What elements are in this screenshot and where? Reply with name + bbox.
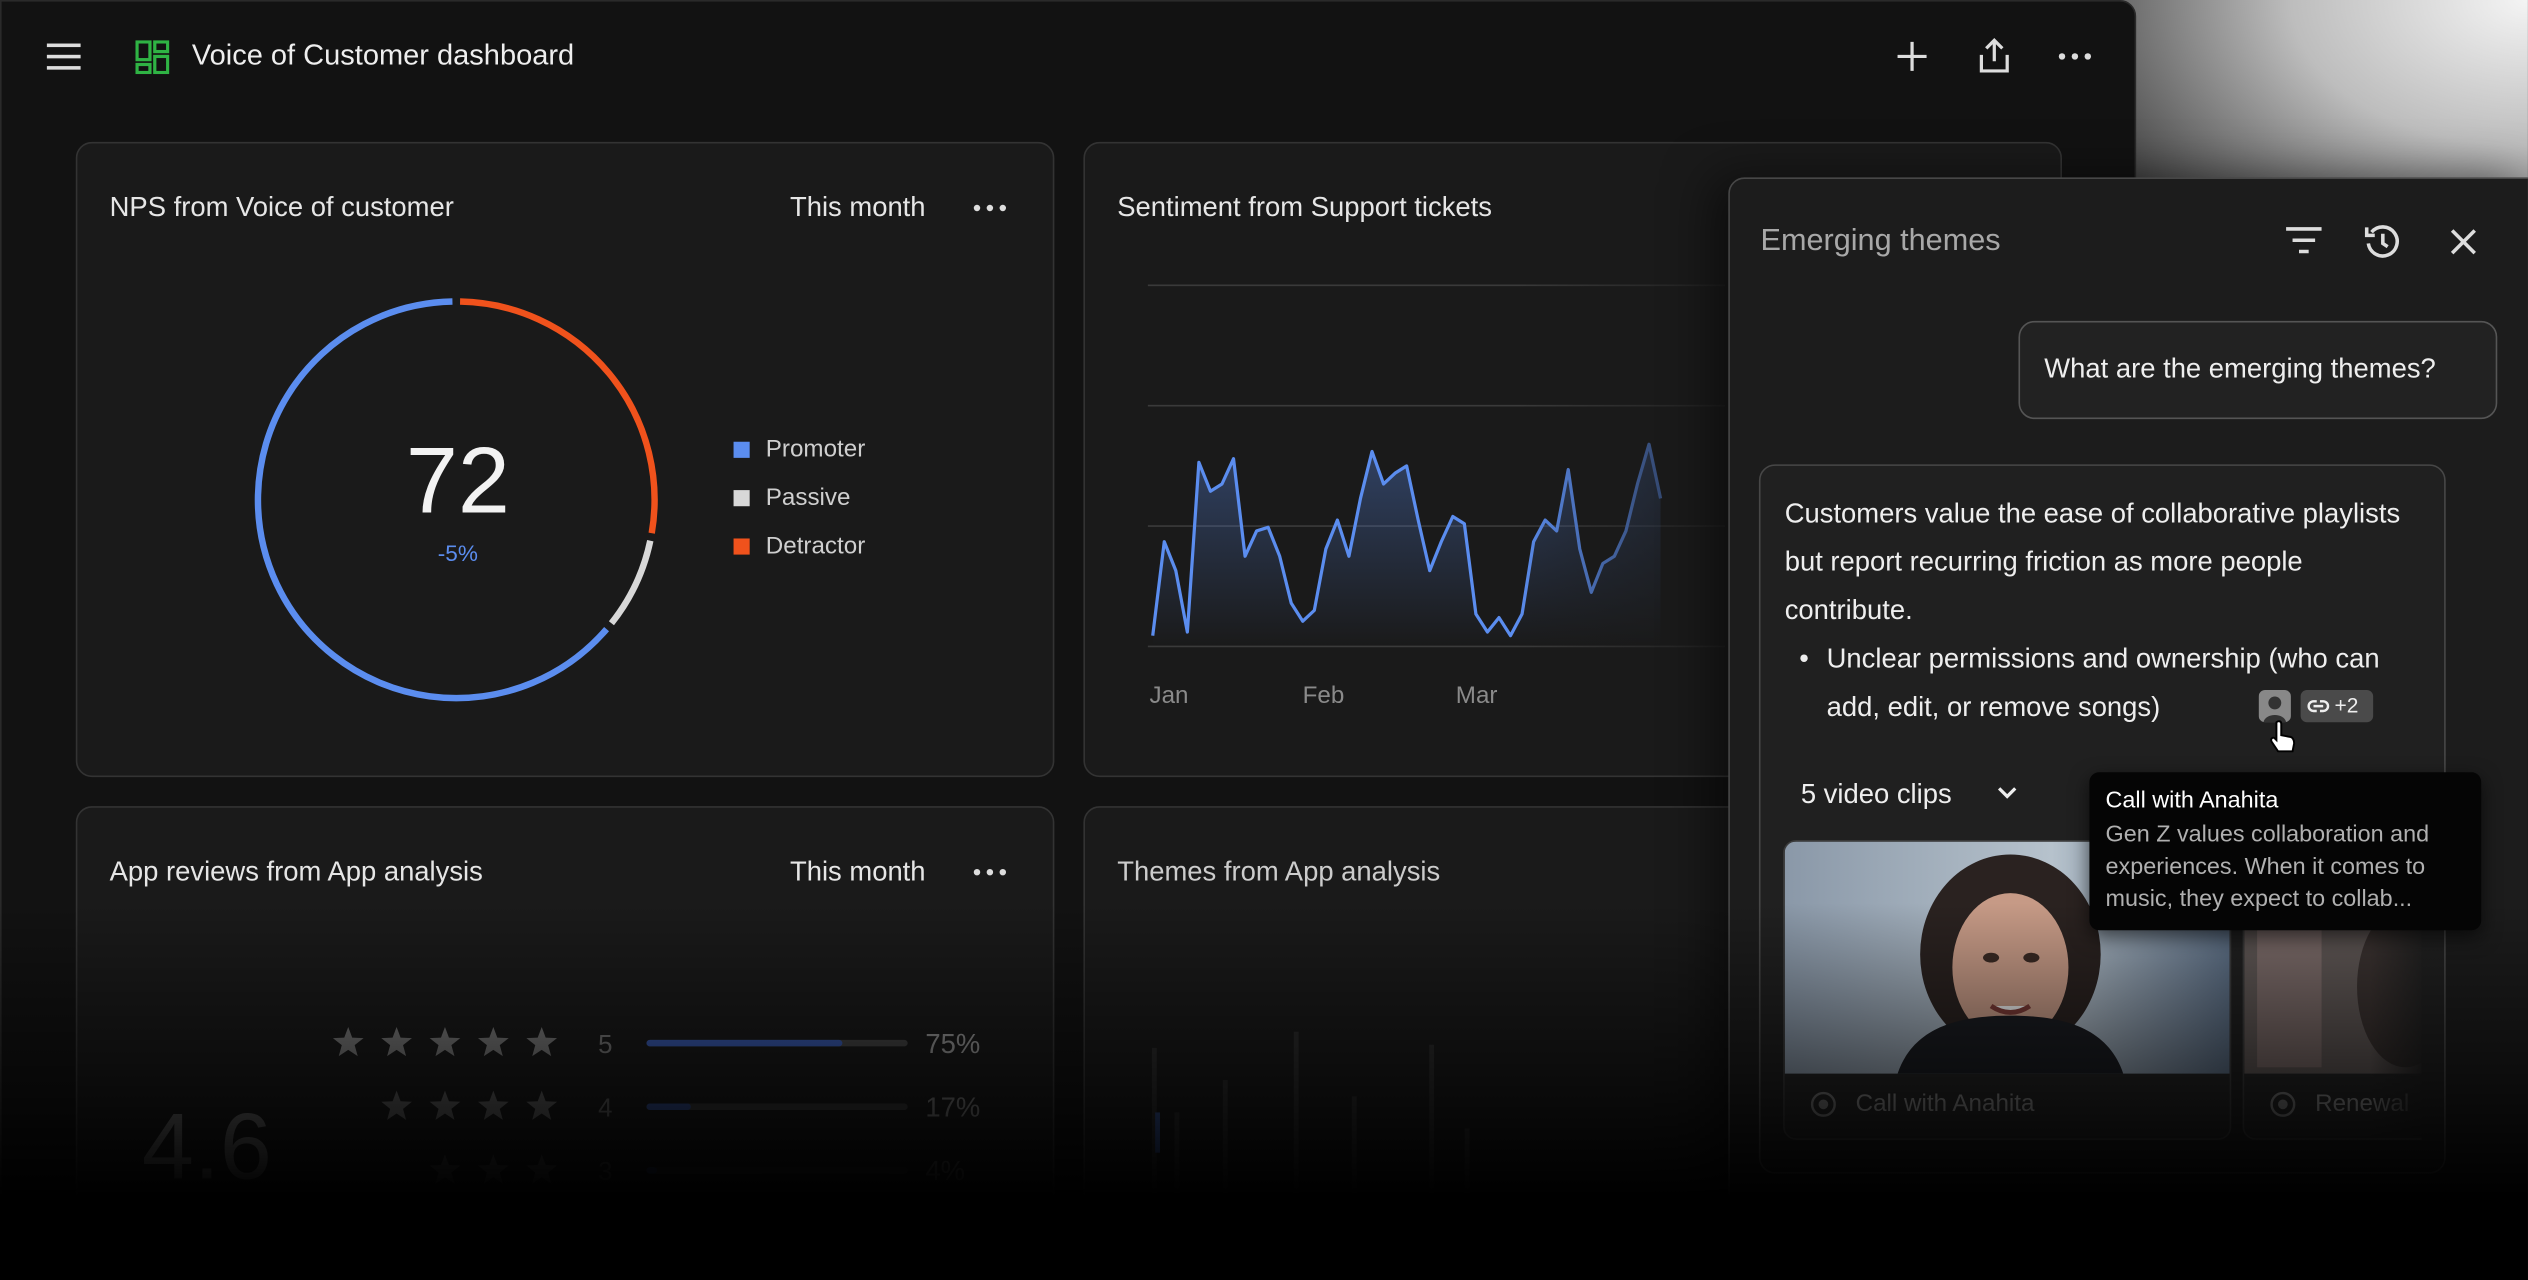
card-title: App reviews from App analysis [109, 856, 483, 887]
legend-label: Detractor [765, 532, 866, 560]
star [381, 1090, 412, 1120]
question-text: What are the emerging themes? [2044, 353, 2436, 384]
period-selector[interactable]: This month [789, 856, 926, 887]
nps-card [75, 141, 1055, 778]
panel-title: Emerging themes [1760, 224, 2001, 258]
star [429, 1154, 461, 1184]
link-count: +2 [2334, 693, 2359, 718]
legend-item: Detractor [733, 532, 866, 561]
source-avatar[interactable] [2258, 690, 2291, 723]
clip-title: Call with Anahita [1855, 1089, 2035, 1118]
cursor [2270, 720, 2296, 753]
share-button[interactable] [1977, 37, 2012, 76]
nps-score: 72 [405, 428, 510, 534]
legend-item: Promoter [733, 435, 866, 464]
average-rating: 4.6 [141, 1094, 272, 1200]
bar [646, 1103, 691, 1110]
star-count: 3 [598, 1158, 612, 1186]
donut-segment [254, 298, 610, 702]
answer-text: Customers value the ease of collaborativ… [1784, 498, 2401, 626]
star-count: 5 [598, 1031, 612, 1059]
card-title: NPS from Voice of customer [109, 191, 454, 223]
star [429, 1090, 461, 1120]
card-menu[interactable] [972, 867, 1007, 877]
clip-icon [2270, 1091, 2296, 1117]
legend-label: Promoter [765, 435, 866, 464]
legend-item: Passive [733, 484, 851, 513]
add-button[interactable] [1896, 40, 1928, 72]
bar [646, 1167, 657, 1174]
menu-button[interactable] [46, 40, 82, 72]
x-tick-label: Mar [1456, 682, 1498, 709]
nps-change: -5% [437, 540, 478, 566]
legend-label: Passive [765, 484, 851, 512]
history-button[interactable] [2363, 222, 2402, 261]
rating-row: 3 4% [429, 1154, 965, 1186]
dashboard-title: Voice of Customer dashboard [191, 38, 575, 71]
star [332, 1026, 364, 1057]
rating-bars: 5 75% 4 17% 3 4% [332, 1026, 980, 1186]
star [526, 1090, 558, 1120]
bar-value: 75% [925, 1028, 980, 1059]
clips-toggle[interactable]: 5 video clips [1800, 778, 1952, 810]
rating-row: 4 17% [381, 1090, 980, 1122]
more-button[interactable] [2057, 52, 2092, 62]
bar-value: 4% [925, 1155, 965, 1186]
x-tick-label: Jan [1149, 682, 1188, 709]
nps-donut [254, 298, 658, 702]
legend-swatch [733, 538, 750, 555]
tooltip-title: Call with Anahita [2105, 788, 2279, 815]
star [478, 1090, 509, 1120]
filter-button[interactable] [2284, 226, 2323, 255]
card-menu[interactable] [972, 203, 1007, 213]
period-selector[interactable]: This month [789, 191, 926, 223]
card-title: Themes from App analysis [1117, 856, 1441, 887]
card-title: Sentiment from Support tickets [1117, 191, 1492, 223]
question-bubble [2018, 320, 2498, 420]
bullet-text: Unclear permissions and ownership (who c… [1826, 643, 2380, 723]
legend-swatch [733, 489, 750, 506]
chart-fade [1515, 257, 1742, 726]
star [429, 1026, 461, 1057]
star-count: 4 [598, 1094, 612, 1122]
rating-row: 5 75% [332, 1026, 980, 1059]
link-icon [2307, 700, 2330, 713]
bar [646, 1039, 843, 1047]
tooltip-text: Gen Z values collaboration and experienc… [2105, 822, 2430, 913]
bar-value: 17% [925, 1091, 980, 1122]
bullet-dot: • [1799, 643, 1809, 674]
donut-segment [608, 540, 654, 626]
star [478, 1026, 509, 1057]
clip-icon [1810, 1091, 1836, 1117]
legend-swatch [733, 441, 750, 458]
close-button[interactable] [2449, 227, 2478, 256]
dashboard-icon [135, 40, 170, 75]
x-tick-label: Feb [1303, 682, 1345, 709]
star [526, 1026, 558, 1057]
donut-segment [459, 298, 658, 534]
themes-chart-decor [1151, 1031, 1470, 1194]
star [381, 1026, 412, 1057]
chevron[interactable] [1996, 785, 2019, 801]
bar-track [646, 1167, 908, 1174]
link-chip[interactable] [2300, 690, 2374, 723]
star [526, 1154, 558, 1184]
star [478, 1154, 509, 1184]
